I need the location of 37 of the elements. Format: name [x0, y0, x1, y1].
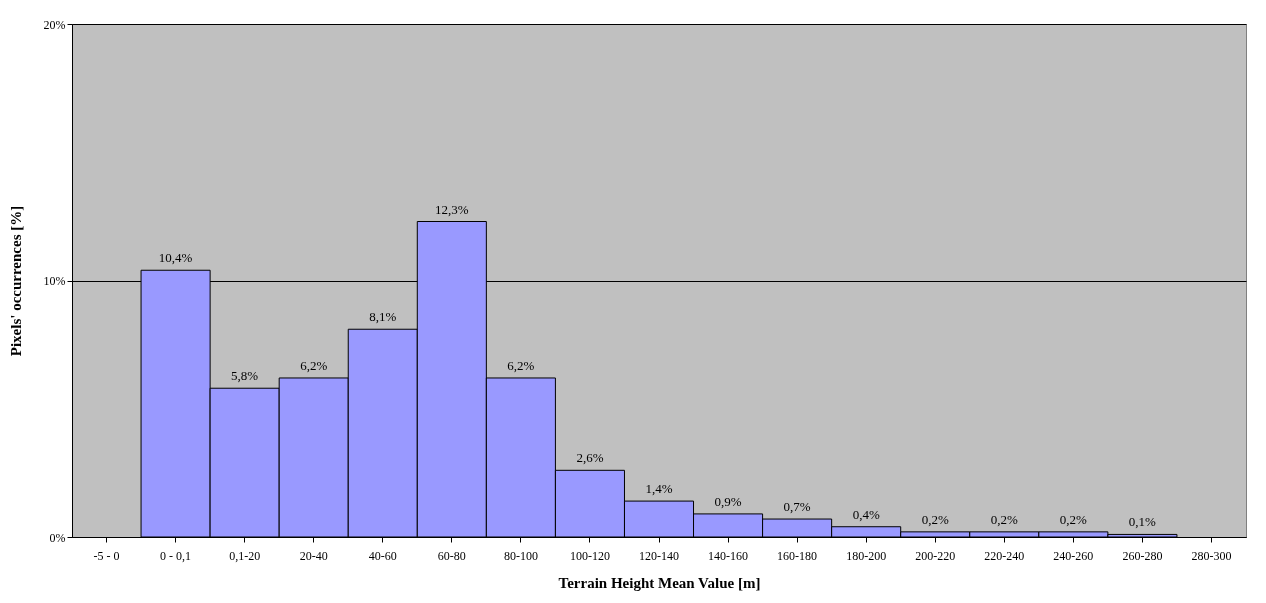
data-label: 0,1%	[1128, 514, 1157, 530]
x-tick-label: 120-140	[639, 548, 679, 563]
x-tick-label: 200-220	[915, 548, 956, 563]
x-tick-label: 260-280	[1122, 548, 1163, 563]
x-tick-label: 0,1-20	[229, 548, 261, 563]
x-tick-label: 0 - 0,1	[160, 548, 192, 563]
data-label: 0,2%	[990, 511, 1018, 527]
y-tick-label: 20%	[43, 17, 66, 32]
data-label: 5,8%	[231, 368, 259, 384]
data-label: 0,4%	[852, 506, 880, 522]
x-tick-label: 280-300	[1191, 548, 1232, 563]
x-axis-title: Terrain Height Mean Value [m]	[558, 574, 761, 591]
y-axis-title: Pixels' occurrences [%]	[7, 205, 24, 357]
data-label: 8,1%	[369, 309, 397, 325]
x-tick-label: 140-160	[708, 548, 749, 563]
data-label: 0,7%	[783, 499, 811, 515]
x-tick-label: 180-200	[846, 548, 887, 563]
data-label: 0,9%	[714, 493, 742, 509]
x-tick-label: 160-180	[777, 548, 818, 563]
data-label: 6,2%	[300, 357, 328, 373]
x-tick-label: 220-240	[984, 548, 1025, 563]
data-label: 2,6%	[576, 450, 604, 466]
data-label: 0,2%	[921, 511, 949, 527]
x-tick-label: 20-40	[299, 548, 328, 563]
data-label: 0,2%	[1059, 511, 1088, 527]
data-label: 6,2%	[507, 357, 535, 373]
x-tick-label: 80-100	[503, 548, 538, 563]
y-tick-label: 10%	[43, 274, 66, 288]
x-tick-label: 40-60	[368, 548, 397, 563]
data-label: 1,4%	[645, 481, 673, 497]
y-tick-label: 0%	[49, 530, 66, 545]
x-tick-label: 240-260	[1053, 548, 1094, 563]
x-tick-label: 60-80	[437, 548, 466, 563]
x-tick-label: 100-120	[569, 548, 610, 563]
data-label: 12,3%	[435, 201, 469, 217]
x-tick-label: -5 - 0	[93, 548, 120, 563]
data-label: 10,4%	[158, 250, 193, 266]
